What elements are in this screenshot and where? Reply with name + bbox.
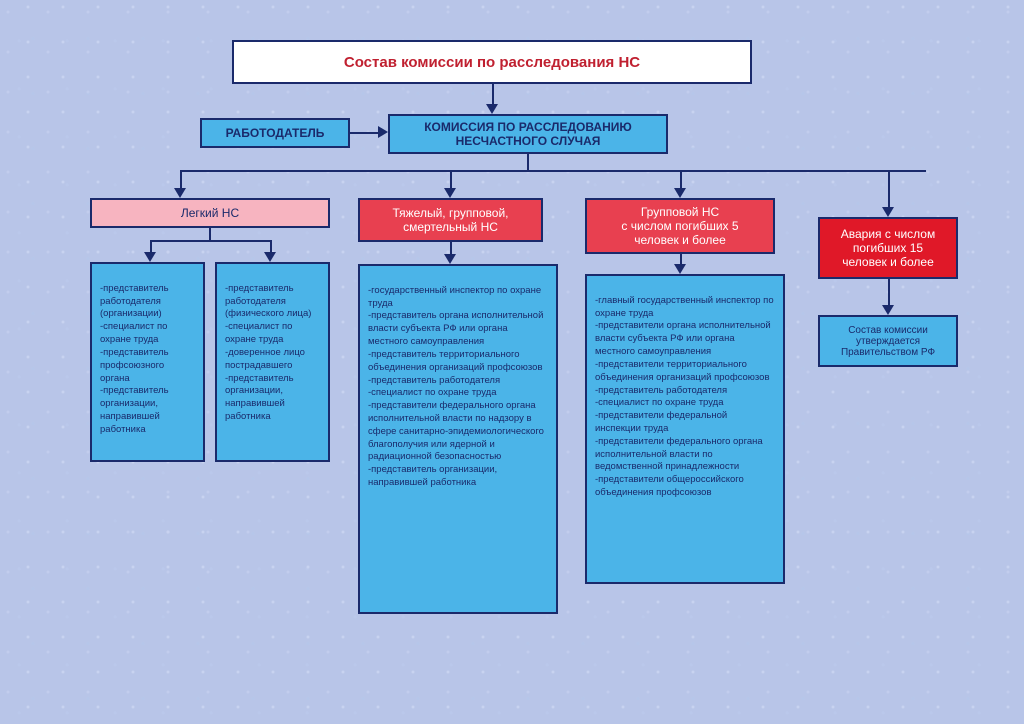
list-light-b-text: -представитель работодателя (физического… [225,283,311,422]
cat-accident15-l2: погибших 15 [853,241,923,255]
arrow-light-b [264,252,276,262]
drop-heavy [450,170,452,190]
conn-emp-comm [350,132,380,134]
commission-l1: КОМИССИЯ ПО РАССЛЕДОВАНИЮ [424,120,632,134]
commission-box: КОМИССИЯ ПО РАССЛЕДОВАНИЮ НЕСЧАСТНОГО СЛ… [388,114,668,154]
approved-box: Состав комиссии утверждается Правительст… [818,315,958,367]
cat-group5-l2: с числом погибших 5 [621,219,738,233]
arrow-heavy-list [444,254,456,264]
list-group5: -главный государственный инспектор по ох… [585,274,785,584]
arrow-heavy [444,188,456,198]
arrow-group5-list [674,264,686,274]
cat-light: Легкий НС [90,198,330,228]
drop-group5 [680,170,682,190]
arrow-accident15 [882,207,894,217]
drop-light [180,170,182,190]
light-bus [150,240,270,242]
bus [180,170,926,172]
arrow-light [174,188,186,198]
list-heavy-text: -государственный инспектор по охране тру… [368,285,544,488]
list-light-a-text: -представитель работодателя (организации… [100,283,169,435]
drop-light-mid [209,228,211,240]
title-box: Состав комиссии по расследования НС [232,40,752,84]
employer-text: РАБОТОДАТЕЛЬ [226,126,325,140]
employer-box: РАБОТОДАТЕЛЬ [200,118,350,148]
arrow-accident15-approved [882,305,894,315]
commission-l2: НЕСЧАСТНОГО СЛУЧАЯ [456,134,601,148]
conn-title-commission [492,84,494,106]
list-group5-text: -главный государственный инспектор по ох… [595,295,774,498]
cat-light-text: Легкий НС [181,206,239,220]
drop-accident15-approved [888,279,890,307]
cat-accident15-l1: Авария с числом [841,227,935,241]
approved-text: Состав комиссии утверждается Правительст… [820,325,956,358]
arrow-emp-comm [378,126,388,138]
cat-accident15-l3: человек и более [842,255,934,269]
arrow-light-a [144,252,156,262]
cat-heavy-l1: Тяжелый, групповой, [393,206,509,220]
cat-heavy: Тяжелый, групповой, смертельный НС [358,198,543,242]
list-light-b: -представитель работодателя (физического… [215,262,330,462]
arrow-group5 [674,188,686,198]
cat-accident15: Авария с числом погибших 15 человек и бо… [818,217,958,279]
cat-group5-l1: Групповой НС [641,205,719,219]
title-text: Состав комиссии по расследования НС [344,54,640,71]
cat-group5: Групповой НС с числом погибших 5 человек… [585,198,775,254]
arrow-title-commission [486,104,498,114]
cat-heavy-l2: смертельный НС [403,220,498,234]
bus-stub [527,154,529,170]
cat-group5-l3: человек и более [634,233,726,247]
list-heavy: -государственный инспектор по охране тру… [358,264,558,614]
list-light-a: -представитель работодателя (организации… [90,262,205,462]
drop-accident15 [888,170,890,209]
